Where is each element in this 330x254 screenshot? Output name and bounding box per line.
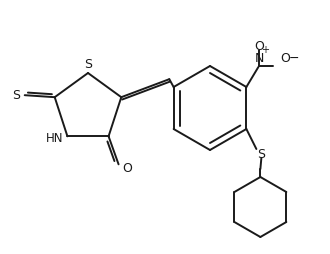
Text: −: − — [289, 52, 300, 65]
Text: HN: HN — [46, 132, 63, 145]
Text: N: N — [255, 52, 264, 65]
Text: S: S — [257, 148, 265, 161]
Text: S: S — [12, 89, 20, 102]
Text: S: S — [84, 57, 92, 71]
Text: O: O — [280, 52, 290, 65]
Text: +: + — [261, 45, 269, 55]
Text: O: O — [254, 40, 264, 53]
Text: O: O — [123, 162, 133, 175]
